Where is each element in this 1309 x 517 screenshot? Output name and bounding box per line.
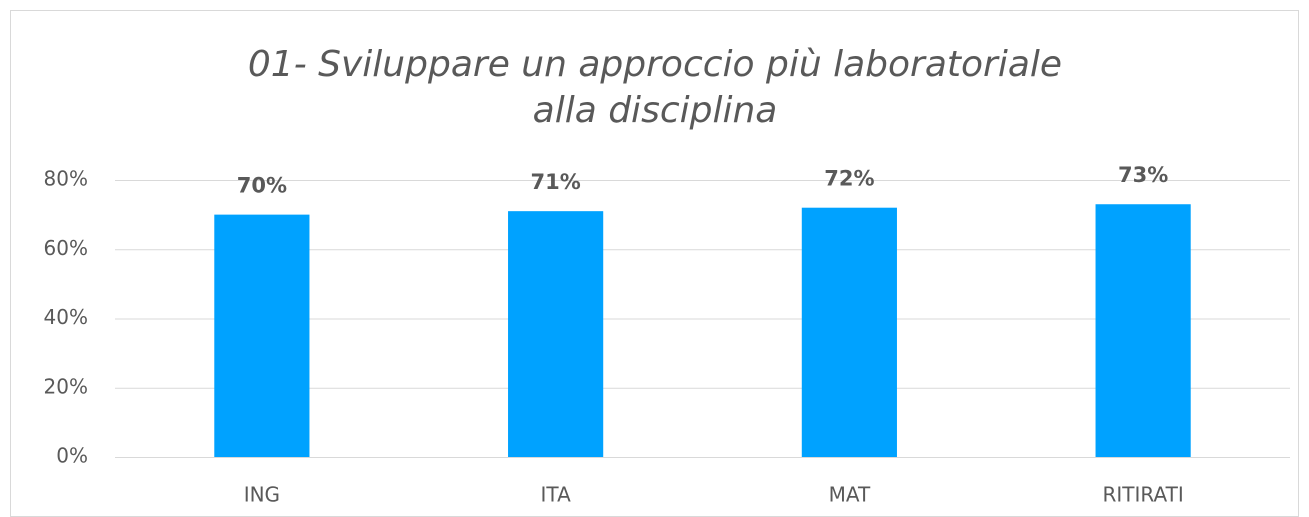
data-label: 72% <box>824 167 874 191</box>
y-tick-label: 0% <box>56 444 88 468</box>
bar <box>1095 204 1191 457</box>
bar <box>801 207 897 457</box>
y-tick-label: 60% <box>44 236 88 260</box>
x-tick-label: RITIRATI <box>1103 483 1184 507</box>
y-tick-label: 80% <box>44 167 88 191</box>
data-label: 73% <box>1118 163 1168 187</box>
x-tick-label: ING <box>244 483 280 507</box>
data-label: 71% <box>530 170 580 194</box>
bar <box>214 214 310 457</box>
y-tick-label: 40% <box>44 305 88 329</box>
bar <box>508 211 604 457</box>
chart-title: 01- Sviluppare un approccio più laborato… <box>247 44 1063 131</box>
data-label: 70% <box>237 174 287 198</box>
x-tick-label: MAT <box>829 483 871 507</box>
x-tick-label: ITA <box>541 483 572 507</box>
y-tick-label: 20% <box>44 374 88 398</box>
